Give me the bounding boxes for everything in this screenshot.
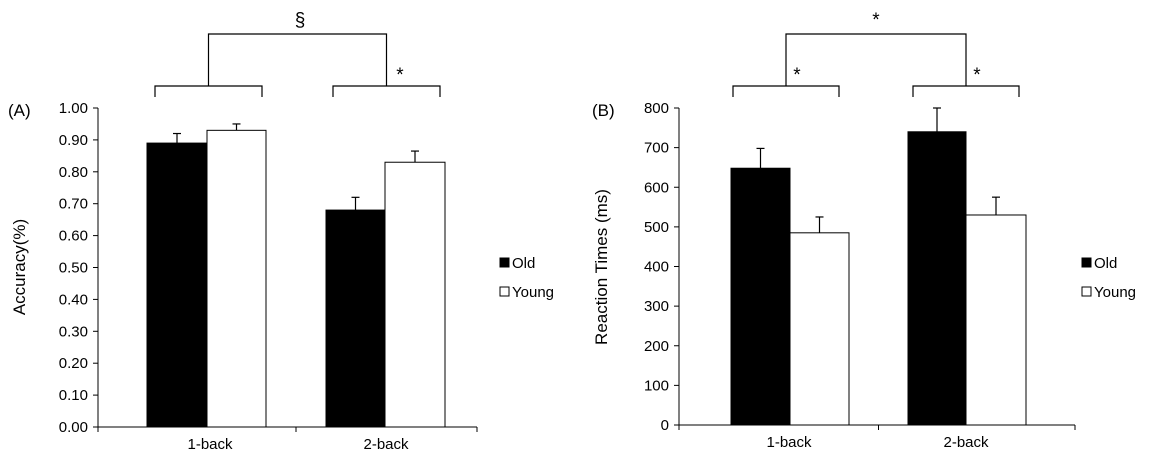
y-tick-label: 100	[644, 377, 669, 394]
significance-top: §	[295, 10, 306, 31]
y-tick-label: 500	[644, 219, 669, 236]
panel-label: (B)	[592, 101, 615, 120]
y-tick-label: 0.50	[59, 260, 88, 277]
bar-young-2-back	[384, 161, 446, 428]
legend-label-young: Young	[1094, 284, 1136, 301]
y-tick-label: 700	[644, 140, 669, 157]
y-tick-label: 600	[644, 179, 669, 196]
y-tick-label: 0.60	[59, 228, 88, 245]
y-axis-title: Reaction Times (ms)	[592, 189, 611, 345]
bracket-1back	[154, 85, 263, 97]
y-tick-label: 300	[644, 298, 669, 315]
bar-young-2-back	[965, 214, 1027, 426]
bracket-task	[785, 33, 967, 86]
y-tick-label: 0.00	[59, 419, 88, 436]
y-tick-label: 0	[661, 417, 669, 434]
y-tick-label: 0.80	[59, 164, 88, 181]
legend-label-young: Young	[512, 284, 554, 301]
legend-label-old: Old	[1094, 255, 1117, 272]
x-tick-label: 1-back	[187, 436, 233, 453]
bar-old-2-back	[325, 209, 386, 428]
significance-2back: *	[396, 65, 404, 86]
panel-label: (A)	[8, 101, 31, 120]
bar-young-1-back	[789, 232, 850, 426]
y-tick-label: 0.30	[59, 323, 88, 340]
chart-panel-a: (A) 0.00 0.10 0.20 0.30 0.40 0.50 0.60 0.70 0.80 0…	[8, 10, 554, 453]
bracket-2back	[332, 85, 441, 97]
x-tick-label: 1-back	[766, 434, 812, 451]
legend-swatch-young	[499, 286, 510, 297]
legend-swatch-old	[499, 257, 510, 268]
x-tick-label: 2-back	[943, 434, 989, 451]
bar-old-1-back	[730, 167, 791, 426]
significance-top: *	[872, 10, 880, 31]
y-tick-label: 400	[644, 259, 669, 276]
bracket-task	[207, 33, 388, 86]
y-tick-label: 1.00	[59, 100, 88, 117]
y-tick-label: 0.10	[59, 387, 88, 404]
y-axis-title: Accuracy(%)	[10, 219, 29, 315]
bracket-1back	[732, 85, 840, 97]
y-tick-label: 0.40	[59, 291, 88, 308]
x-tick-label: 2-back	[363, 436, 409, 453]
bar-young-1-back	[206, 129, 267, 428]
significance-2back: *	[973, 65, 981, 86]
y-tick-label: 0.20	[59, 355, 88, 372]
y-tick-label: 0.70	[59, 196, 88, 213]
y-tick-label: 0.90	[59, 132, 88, 149]
y-tick-label: 800	[644, 100, 669, 117]
bracket-2back	[912, 85, 1020, 97]
legend-swatch-young	[1081, 286, 1092, 297]
significance-1back: *	[793, 65, 801, 86]
y-tick-label: 200	[644, 338, 669, 355]
legend-label-old: Old	[512, 255, 535, 272]
bar-old-2-back	[907, 131, 967, 426]
bar-old-1-back	[146, 142, 208, 428]
legend-swatch-old	[1081, 257, 1092, 268]
chart-panel-b: (B) 0 100 200 300 400 500 600 700 800 Reaction Tim…	[592, 10, 1136, 451]
